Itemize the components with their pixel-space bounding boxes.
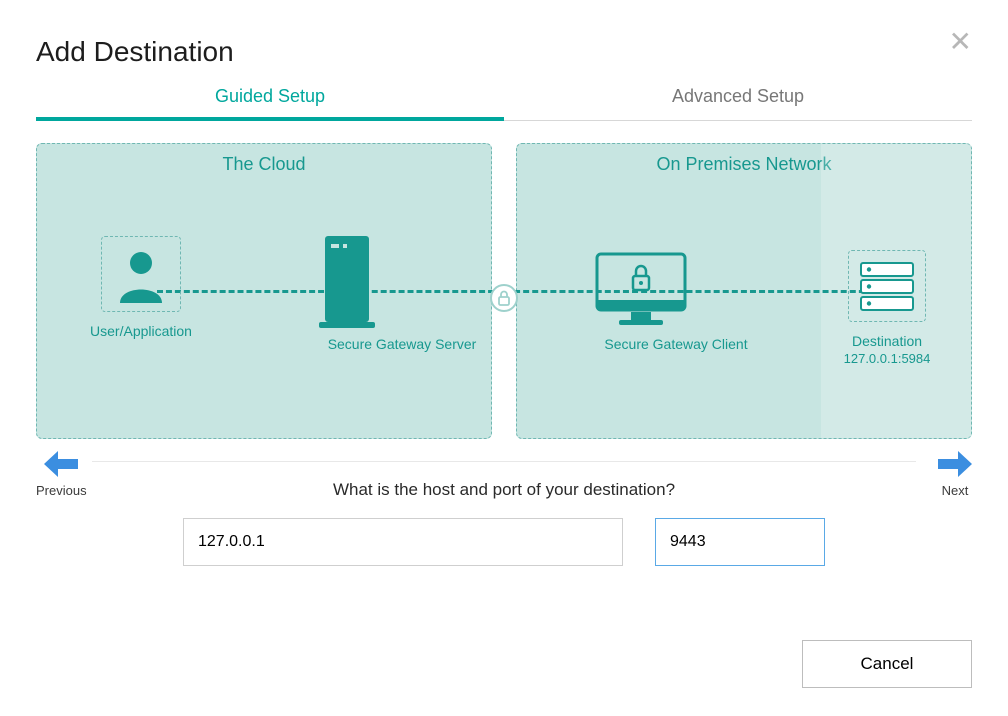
close-icon[interactable]: ✕ <box>949 28 972 56</box>
topology-diagram: The Cloud User/Application <box>36 143 972 439</box>
node-destination: Destination 127.0.0.1:5984 <box>827 250 947 366</box>
cloud-panel: The Cloud User/Application <box>36 143 492 439</box>
node-label: Secure Gateway Client <box>591 336 761 352</box>
arrow-right-icon <box>938 451 972 477</box>
port-input[interactable] <box>655 518 825 566</box>
node-secure-gateway-server: Secure Gateway Server <box>317 236 487 352</box>
add-destination-modal: ✕ Add Destination Guided Setup Advanced … <box>0 0 1008 716</box>
previous-button[interactable]: Previous <box>36 451 87 498</box>
next-button[interactable]: Next <box>938 451 972 498</box>
wizard-step: Previous Next What is the host and port … <box>36 461 972 566</box>
node-label: User/Application <box>81 323 201 339</box>
node-sublabel: 127.0.0.1:5984 <box>827 351 947 366</box>
node-secure-gateway-client: Secure Gateway Client <box>591 250 761 352</box>
node-user-application: User/Application <box>81 236 201 339</box>
tab-advanced-setup[interactable]: Advanced Setup <box>504 86 972 121</box>
host-input[interactable] <box>183 518 623 566</box>
server-stack-icon <box>848 250 926 322</box>
divider <box>92 461 916 462</box>
node-label: Destination <box>827 333 947 349</box>
arrow-left-icon <box>44 451 78 477</box>
server-icon <box>317 236 487 328</box>
wizard-question: What is the host and port of your destin… <box>36 480 972 500</box>
onprem-panel: On Premises Network <box>516 143 972 439</box>
tab-guided-setup[interactable]: Guided Setup <box>36 86 504 121</box>
setup-tabs: Guided Setup Advanced Setup <box>36 86 972 121</box>
cancel-button[interactable]: Cancel <box>802 640 972 688</box>
cloud-panel-title: The Cloud <box>37 154 491 175</box>
modal-title: Add Destination <box>36 36 972 68</box>
modal-footer: Cancel <box>802 640 972 688</box>
lock-icon <box>490 284 518 312</box>
next-label: Next <box>942 483 969 498</box>
previous-label: Previous <box>36 483 87 498</box>
node-label: Secure Gateway Server <box>317 336 487 352</box>
user-icon <box>101 236 181 312</box>
monitor-lock-icon <box>591 250 761 328</box>
host-port-inputs <box>36 518 972 566</box>
